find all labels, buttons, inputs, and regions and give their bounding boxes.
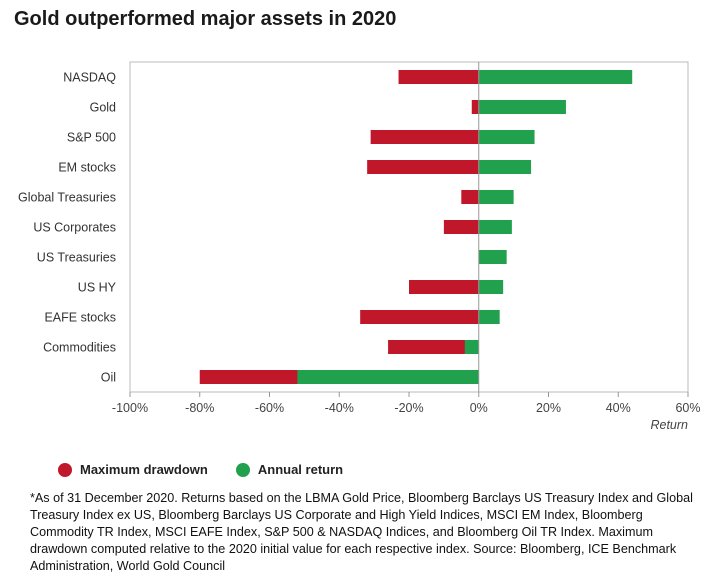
bar-annual-return: [478, 310, 500, 324]
category-label: NASDAQ: [63, 71, 116, 85]
bar-annual-return: [478, 190, 514, 204]
legend-dot-annual-return: [235, 462, 250, 477]
bar-drawdown: [388, 340, 479, 354]
bar-drawdown: [461, 190, 479, 204]
bar-annual-return: [478, 100, 566, 114]
bar-annual-return: [478, 130, 535, 144]
x-tick-label: 60%: [675, 401, 700, 415]
bar-drawdown: [398, 70, 479, 84]
legend-item-drawdown: Maximum drawdown: [58, 462, 208, 477]
x-axis-label: Return: [650, 418, 688, 432]
category-label: EM stocks: [58, 161, 116, 175]
category-label: Commodities: [43, 341, 116, 355]
category-label: Gold: [90, 101, 116, 115]
category-label: US Corporates: [33, 221, 116, 235]
bar-annual-return: [464, 340, 479, 354]
bar-annual-return: [297, 370, 479, 384]
category-label: US HY: [78, 281, 117, 295]
bar-annual-return: [478, 220, 512, 234]
category-label: Global Treasuries: [18, 191, 116, 205]
x-tick-label: -40%: [325, 401, 354, 415]
chart-legend: Maximum drawdown Annual return: [58, 462, 371, 477]
x-tick-label: 0%: [470, 401, 488, 415]
bar-drawdown: [370, 130, 479, 144]
x-tick-label: 40%: [606, 401, 631, 415]
footnote: *As of 31 December 2020. Returns based o…: [30, 491, 693, 573]
x-tick-label: 20%: [536, 401, 561, 415]
legend-label-annual-return: Annual return: [257, 462, 344, 477]
bar-chart: -100% -80% -60% -40% -20% 0% 20% 40% 60% Return NA…: [18, 61, 701, 432]
category-label: Oil: [101, 371, 116, 385]
category-label: S&P 500: [67, 131, 116, 145]
x-tick-label: -80%: [185, 401, 214, 415]
bar-drawdown: [367, 160, 479, 174]
x-tick-label: -100%: [112, 401, 148, 415]
bar-annual-return: [478, 160, 532, 174]
x-tick-label: -60%: [255, 401, 284, 415]
bar-drawdown: [360, 310, 479, 324]
bar-drawdown: [443, 220, 479, 234]
bar-drawdown: [409, 280, 479, 294]
legend-label-drawdown: Maximum drawdown: [80, 462, 208, 477]
bar-drawdown: [471, 100, 479, 114]
bar-annual-return: [478, 280, 504, 294]
chart-title: Gold outperformed major assets in 2020: [14, 8, 397, 30]
legend-dot-drawdown: [58, 462, 72, 477]
x-tick-label: -20%: [394, 401, 423, 415]
bar-annual-return: [478, 70, 633, 84]
bar-annual-return: [478, 250, 507, 264]
legend-item-annual-return: Annual return: [235, 462, 344, 477]
category-label: EAFE stocks: [44, 311, 116, 325]
category-label: US Treasuries: [37, 251, 116, 265]
